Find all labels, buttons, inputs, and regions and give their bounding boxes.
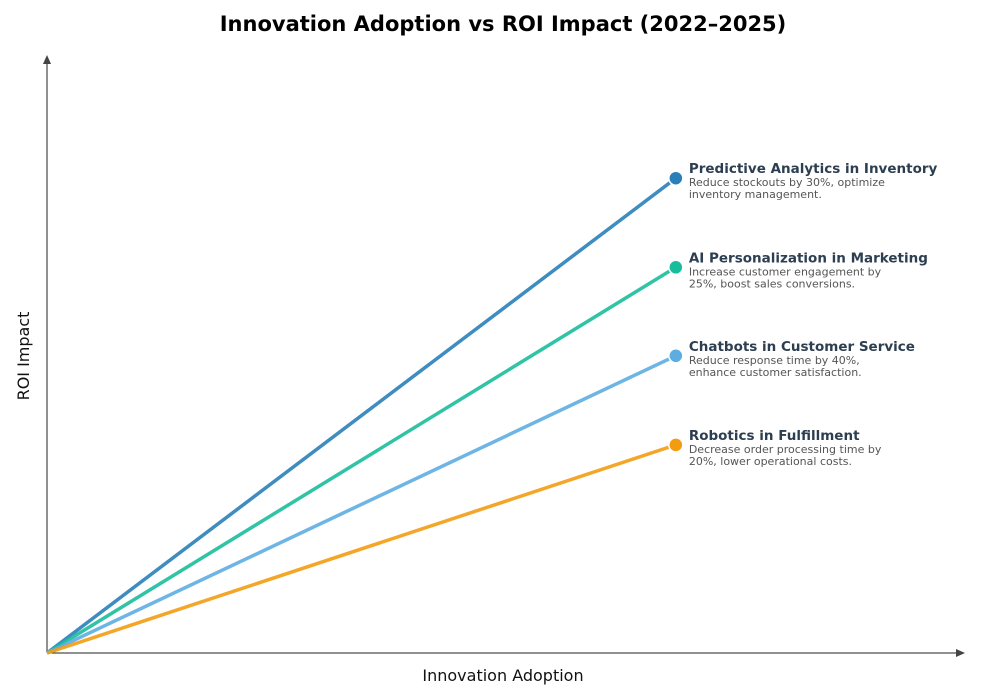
series-endpoint <box>668 348 684 364</box>
annotation-title: Predictive Analytics in Inventory <box>689 161 938 177</box>
series-endpoint <box>668 259 684 276</box>
series-layer: Predictive Analytics in InventoryReduce … <box>45 161 938 655</box>
series-endpoint <box>668 437 684 453</box>
series-line <box>46 443 677 655</box>
y-axis-arrow-icon <box>43 55 51 64</box>
annotation-description: Decrease order processing time by <box>689 443 882 456</box>
y-axis-label: ROI Impact <box>14 312 33 401</box>
y-axis <box>43 55 51 653</box>
annotation-description: Reduce stockouts by 30%, optimize <box>689 176 885 189</box>
annotation-description: Reduce response time by 40%, <box>689 354 860 367</box>
annotation-title: Chatbots in Customer Service <box>689 339 915 355</box>
annotation-title: AI Personalization in Marketing <box>689 250 928 266</box>
annotation-description: inventory management. <box>689 188 822 201</box>
annotation-description: Increase customer engagement by <box>689 265 882 278</box>
series-0: Predictive Analytics in InventoryReduce … <box>45 161 938 655</box>
series-line <box>46 265 677 655</box>
x-axis-arrow-icon <box>956 649 965 657</box>
series-1: AI Personalization in MarketingIncrease … <box>46 250 928 655</box>
annotation-description: enhance customer satisfaction. <box>689 366 862 379</box>
annotation-description: 25%, boost sales conversions. <box>689 277 855 290</box>
annotation-description: 20%, lower operational costs. <box>689 455 852 468</box>
chart-title: Innovation Adoption vs ROI Impact (2022–… <box>220 12 787 36</box>
x-axis <box>47 649 965 657</box>
series-line <box>46 354 677 655</box>
x-axis-label: Innovation Adoption <box>422 666 583 685</box>
annotation-title: Robotics in Fulfillment <box>689 428 860 444</box>
series-line <box>45 176 677 655</box>
series-endpoint <box>668 170 684 186</box>
